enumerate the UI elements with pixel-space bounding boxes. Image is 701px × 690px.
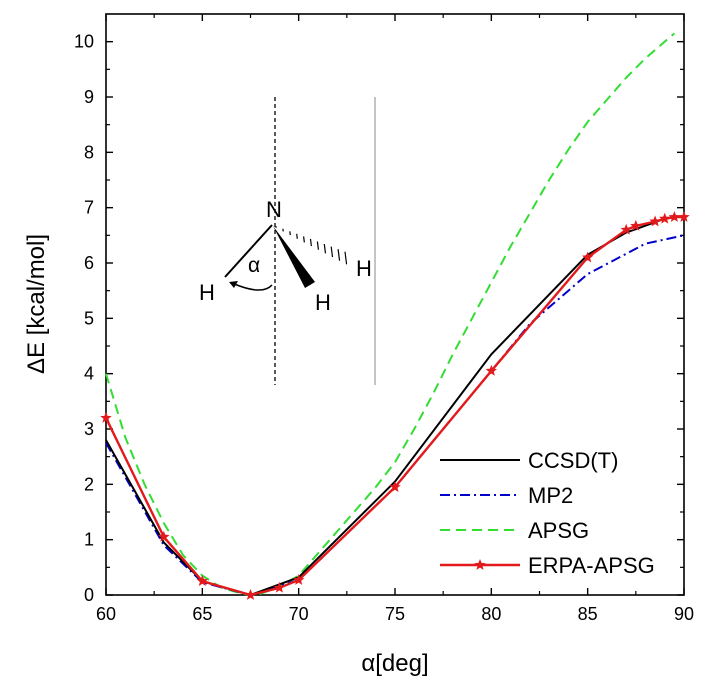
axis-ticks <box>106 14 684 595</box>
series-line-ccsd-t- <box>106 216 684 595</box>
series-line-apsg <box>106 33 674 595</box>
y-tick-label: 2 <box>84 474 94 494</box>
x-tick-label: 65 <box>192 604 212 624</box>
x-tick-label: 75 <box>385 604 405 624</box>
legend-label-mp2: MP2 <box>528 483 573 508</box>
hash-mark <box>304 236 305 242</box>
y-tick-label: 1 <box>84 530 94 550</box>
legend-label-ccsdt: CCSD(T) <box>528 448 618 473</box>
y-axis-label: ΔE [kcal/mol] <box>23 234 50 374</box>
molecule-inset: N H H H α <box>199 97 375 385</box>
data-point-star <box>659 213 670 224</box>
series-line-erpa-apsg <box>106 217 684 595</box>
legend-label-erpa-apsg: ERPA-APSG <box>528 553 655 578</box>
x-axis-label: α[deg] <box>361 650 428 677</box>
x-tick-label: 90 <box>674 604 694 624</box>
legend-star-marker <box>474 559 485 570</box>
hash-mark <box>317 242 318 250</box>
x-tick-label: 60 <box>96 604 116 624</box>
legend-item-mp2: MP2 <box>440 483 573 508</box>
inset-atom-n: N <box>266 197 282 222</box>
y-tick-label: 9 <box>84 87 94 107</box>
inset-atom-h-front: H <box>315 290 331 315</box>
inset-atom-h-left: H <box>199 280 215 305</box>
legend: CCSD(T) MP2 APSG ERPA-APSG <box>440 448 655 578</box>
y-tick-label: 7 <box>84 198 94 218</box>
plot-frame <box>106 14 684 595</box>
data-point-star <box>649 216 660 227</box>
inset-wedge-bond-front <box>273 226 315 288</box>
inset-angle-arc <box>232 283 272 290</box>
legend-item-apsg: APSG <box>440 518 589 543</box>
inset-atom-h-right: H <box>356 256 372 281</box>
legend-label-apsg: APSG <box>528 518 589 543</box>
series-line-mp2 <box>106 235 684 595</box>
hash-mark <box>297 234 298 239</box>
x-tick-label: 70 <box>289 604 309 624</box>
x-tick-label: 85 <box>578 604 598 624</box>
data-point-star <box>245 589 256 600</box>
data-point-star <box>669 211 680 222</box>
x-tick-label: 80 <box>481 604 501 624</box>
markers-layer <box>100 211 689 600</box>
y-tick-label: 5 <box>84 308 94 328</box>
y-tick-label: 0 <box>84 585 94 605</box>
inset-angle-label: α <box>248 254 260 277</box>
y-tick-label: 3 <box>84 419 94 439</box>
legend-item-erpa-apsg: ERPA-APSG <box>440 553 655 578</box>
hash-mark <box>311 239 312 246</box>
y-tick-label: 6 <box>84 253 94 273</box>
legend-item-ccsdt: CCSD(T) <box>440 448 618 473</box>
hash-mark <box>338 249 339 261</box>
y-tick-label: 4 <box>84 364 94 384</box>
hash-mark <box>324 244 325 253</box>
y-tick-label: 8 <box>84 142 94 162</box>
hash-mark <box>331 247 332 257</box>
hash-mark <box>345 252 347 265</box>
y-tick-label: 10 <box>74 32 94 52</box>
series-layer <box>106 33 684 595</box>
